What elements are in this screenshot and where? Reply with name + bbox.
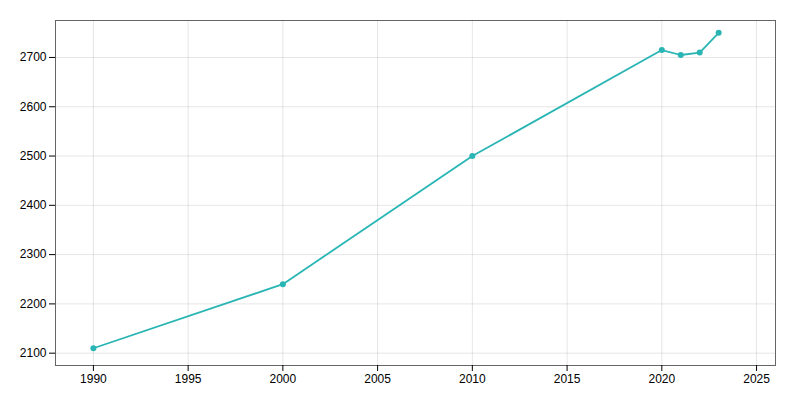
svg-text:2100: 2100 [20,346,47,360]
svg-text:2500: 2500 [20,149,47,163]
svg-text:2700: 2700 [20,50,47,64]
svg-text:2300: 2300 [20,247,47,261]
svg-text:2005: 2005 [364,372,391,386]
svg-text:1990: 1990 [80,372,107,386]
svg-text:2025: 2025 [743,372,770,386]
svg-text:2020: 2020 [648,372,675,386]
svg-text:1995: 1995 [175,372,202,386]
svg-text:2015: 2015 [554,372,581,386]
svg-text:2010: 2010 [459,372,486,386]
svg-text:2000: 2000 [270,372,297,386]
svg-text:2600: 2600 [20,100,47,114]
svg-text:2400: 2400 [20,198,47,212]
svg-text:2200: 2200 [20,297,47,311]
